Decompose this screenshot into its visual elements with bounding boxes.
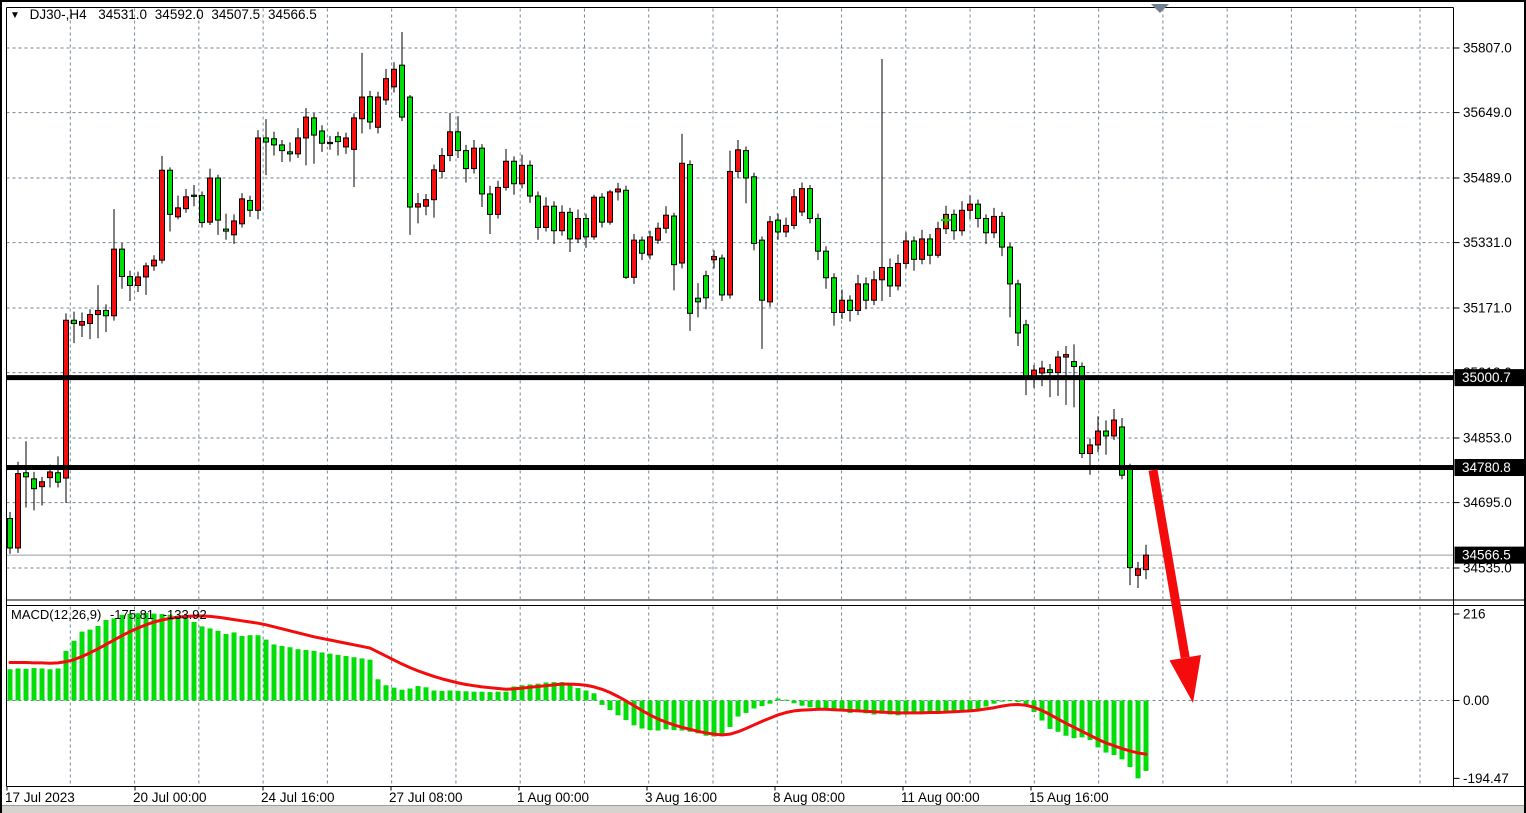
price-scale[interactable] — [1450, 2, 1524, 807]
macd-name: MACD(12,26,9) — [11, 607, 102, 622]
trend-arrow[interactable] — [1148, 469, 1201, 703]
candles-series — [7, 32, 1149, 589]
macd-histogram — [7, 612, 1149, 779]
price-tick-label: 35489.0 — [1463, 170, 1512, 185]
time-axis-label: 24 Jul 16:00 — [261, 790, 335, 805]
price-tick-label: 35649.0 — [1463, 105, 1512, 120]
time-axis-label: 3 Aug 16:00 — [645, 790, 717, 805]
macd-current-value: -175.81 — [109, 607, 155, 622]
macd-tick-label: 216 — [1463, 606, 1486, 621]
time-axis-labels: 17 Jul 2023 20 Jul 00:00 24 Jul 16:00 27 Ju… — [5, 786, 1109, 805]
time-axis-label: 15 Aug 16:00 — [1029, 790, 1109, 805]
window-bottom-edge — [2, 805, 1524, 813]
symbol-period-label: DJ30-,H4 — [29, 7, 87, 22]
macd-signal-line — [8, 614, 1148, 756]
time-axis-label: 11 Aug 00:00 — [901, 790, 980, 805]
time-axis-label: 8 Aug 08:00 — [773, 790, 845, 805]
time-axis-label: 20 Jul 00:00 — [133, 790, 207, 805]
macd-tick-label: 0.00 — [1463, 693, 1489, 708]
time-axis-label: 27 Jul 08:00 — [389, 790, 463, 805]
price-tick-label: 34695.0 — [1463, 495, 1512, 510]
chart-shift-marker-icon[interactable] — [1151, 4, 1169, 13]
macd-indicator-label: MACD(12,26,9) -175.81 -133.92 — [11, 607, 212, 622]
price-tick-label: 34853.0 — [1463, 430, 1512, 445]
open-value: 34531.0 — [98, 7, 148, 22]
price-tick-label: 35807.0 — [1463, 41, 1512, 56]
horizontal-lines[interactable] — [6, 375, 1454, 471]
price-line-labels: 35000.7 34780.8 34566.5 — [1454, 369, 1524, 564]
time-axis-label: 17 Jul 2023 — [5, 790, 75, 805]
price-tick-label: 34535.0 — [1463, 560, 1512, 575]
close-value: 34566.5 — [267, 7, 317, 22]
panel-borders — [6, 7, 1524, 787]
ohlc-toggle-triangle-icon[interactable]: ▼ — [10, 10, 20, 21]
trade-marker-plus-icon — [941, 215, 951, 226]
macd-tick-label: -194.47 — [1463, 771, 1509, 786]
time-scale[interactable] — [2, 788, 1454, 807]
macd-current-signal: -133.92 — [162, 607, 207, 622]
price-tick-label: 35331.0 — [1463, 235, 1512, 250]
hline-price-label: 34780.8 — [1462, 460, 1511, 475]
chart-ohlc-title: ▼ DJ30-,H4 34531.0 34592.0 34507.5 34566… — [10, 7, 321, 22]
low-value: 34507.5 — [211, 7, 261, 22]
bid-price-label: 34566.5 — [1462, 548, 1511, 563]
price-tick-label: 35171.0 — [1463, 300, 1512, 315]
time-axis-label: 1 Aug 00:00 — [517, 790, 589, 805]
hline-price-label: 35000.7 — [1462, 370, 1511, 385]
high-value: 34592.0 — [154, 7, 204, 22]
